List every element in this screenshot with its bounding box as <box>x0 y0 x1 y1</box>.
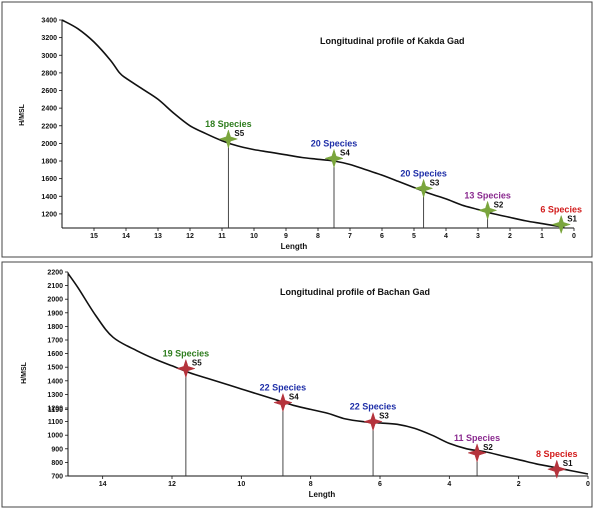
x-tick-label: 1 <box>540 233 544 240</box>
station-id-label: S3 <box>379 412 389 421</box>
x-tick-label: 2 <box>517 481 521 488</box>
station-species-label: 18 Species <box>205 119 252 129</box>
x-tick-label: 12 <box>168 481 176 488</box>
station-marker-s4 <box>273 392 293 413</box>
chart-2-xlabel: Length <box>309 490 336 499</box>
station-species-label: 20 Species <box>311 138 358 148</box>
x-tick-label: 4 <box>444 233 448 240</box>
station-id-label: S3 <box>430 178 440 187</box>
x-tick-label: 14 <box>99 481 107 488</box>
x-tick-label: 13 <box>154 233 162 240</box>
station-marker-s2 <box>477 200 498 221</box>
x-tick-label: 10 <box>237 481 245 488</box>
station-marker-s4 <box>324 148 344 169</box>
station-species-label: 11 Species <box>454 433 500 443</box>
station-id-label: S5 <box>192 359 202 368</box>
x-tick-label: 2 <box>508 233 512 240</box>
y-tick-label: 1600 <box>47 351 63 358</box>
chart-1-xlabel: Length <box>281 242 308 251</box>
x-tick-label: 0 <box>586 481 590 488</box>
station-species-label: 19 Species <box>163 349 210 359</box>
y-tick-label: 2200 <box>47 270 63 277</box>
y-tick-label: 3400 <box>41 18 57 25</box>
x-tick-label: 3 <box>476 233 480 240</box>
y-tick-label: 1800 <box>47 324 63 331</box>
station-id-label: S2 <box>494 200 504 209</box>
station-marker-s1 <box>546 459 567 480</box>
chart-1-axes: 1200 1400 1600 1800 2000 2200 2400 2600 2800 3000… <box>41 18 576 241</box>
y-tick-label: 1700 <box>47 338 63 345</box>
station-id-label: S5 <box>234 129 244 138</box>
station-marker-s5 <box>218 129 239 149</box>
y-tick-label: 2000 <box>47 297 63 304</box>
station-id-label: S2 <box>483 443 493 452</box>
y-tick-label: 2000 <box>41 141 57 148</box>
y-tick-label: 1500 <box>47 365 63 372</box>
y-tick-label: 700 <box>51 474 63 481</box>
y-tick-label: 1600 <box>41 176 57 183</box>
x-tick-label: 12 <box>186 233 194 240</box>
x-tick-label: 7 <box>348 233 352 240</box>
station-id-label: S1 <box>567 214 577 223</box>
station-marker-s2 <box>467 443 487 463</box>
x-tick-label: 4 <box>447 481 451 488</box>
panel-2-frame <box>1 261 593 508</box>
station-marker-s3 <box>363 411 383 432</box>
x-tick-label: 8 <box>309 481 313 488</box>
chart-2-title: Longitudinal profile of Bachan Gad <box>280 287 430 297</box>
y-tick-label: 1800 <box>41 159 57 166</box>
station-marker-s5 <box>176 358 196 379</box>
station-id-label: S4 <box>340 148 350 157</box>
x-tick-label: 15 <box>90 233 98 240</box>
chart-1-ylabel: H/MSL <box>19 103 26 126</box>
station-species-label: 22 Species <box>260 383 307 393</box>
station-species-label: 20 Species <box>400 168 447 178</box>
y-tick-label: 900 <box>51 446 63 453</box>
station-marker-s1 <box>551 214 572 235</box>
y-tick-label: 800 <box>51 460 63 467</box>
y-tick-label: 2400 <box>41 106 57 113</box>
station-species-label: 13 Species <box>464 190 511 200</box>
y-tick-label: 1300 <box>47 392 63 399</box>
x-tick-label: 9 <box>284 233 288 240</box>
y-tick-label: 2800 <box>41 70 57 77</box>
x-tick-label: 6 <box>378 481 382 488</box>
y-tick-label: 1000 <box>47 433 63 440</box>
y-tick-label: 2200 <box>41 123 57 130</box>
y-tick-label: 3200 <box>41 35 57 42</box>
y-tick-label: 2600 <box>41 88 57 95</box>
y-tick-label: 3000 <box>41 53 57 60</box>
station-id-label: S4 <box>289 393 299 402</box>
station-species-label: 8 Species <box>536 449 578 459</box>
x-tick-label: 11 <box>218 233 226 240</box>
y-tick-label: 1400 <box>47 378 63 385</box>
station-species-label: 6 Species <box>540 204 582 214</box>
x-tick-label: 10 <box>250 233 258 240</box>
y-tick-label: 1190 <box>48 407 63 414</box>
y-tick-label: 1100 <box>48 419 63 426</box>
station-id-label: S1 <box>563 459 573 468</box>
x-tick-label: 0 <box>572 233 576 240</box>
chart-1-title: Longitudinal profile of Kakda Gad <box>320 36 465 46</box>
y-tick-label: 1200 <box>47 406 63 413</box>
x-tick-label: 5 <box>412 233 416 240</box>
y-tick-label: 2100 <box>47 283 63 290</box>
x-tick-label: 14 <box>122 233 130 240</box>
y-tick-label: 1200 <box>41 211 57 218</box>
panel-1-frame <box>1 1 593 258</box>
y-tick-label: 1900 <box>47 310 63 317</box>
station-marker-s3 <box>413 178 434 199</box>
station-species-label: 22 Species <box>350 402 397 412</box>
x-tick-label: 8 <box>316 233 320 240</box>
y-tick-label: 1400 <box>41 194 57 201</box>
profile-line <box>67 272 589 475</box>
x-tick-label: 6 <box>380 233 384 240</box>
chart-2-ylabel: H/MSL <box>21 361 28 384</box>
